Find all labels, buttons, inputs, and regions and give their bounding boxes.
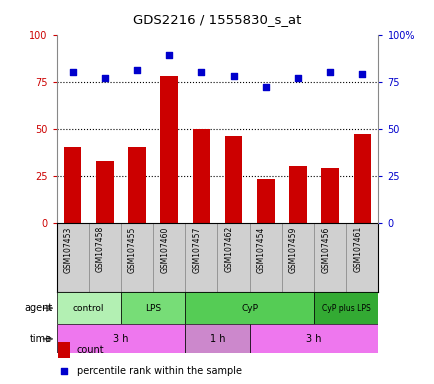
Bar xyxy=(313,223,345,292)
Text: GSM107457: GSM107457 xyxy=(192,226,201,273)
Text: 1 h: 1 h xyxy=(209,334,225,344)
Bar xyxy=(185,223,217,292)
Text: 3 h: 3 h xyxy=(113,334,128,344)
Text: agent: agent xyxy=(24,303,52,313)
Text: GSM107458: GSM107458 xyxy=(95,226,105,272)
Bar xyxy=(128,147,145,223)
Bar xyxy=(249,223,281,292)
Text: GSM107454: GSM107454 xyxy=(256,226,265,273)
Text: control: control xyxy=(73,304,104,313)
Point xyxy=(230,73,237,79)
Bar xyxy=(321,168,338,223)
Bar xyxy=(96,161,113,223)
Text: GSM107459: GSM107459 xyxy=(288,226,297,273)
Text: GDS2216 / 1555830_s_at: GDS2216 / 1555830_s_at xyxy=(133,13,301,26)
Bar xyxy=(56,223,89,292)
Bar xyxy=(281,223,313,292)
Text: percentile rank within the sample: percentile rank within the sample xyxy=(76,366,241,376)
Point xyxy=(197,69,204,75)
Bar xyxy=(224,136,242,223)
Text: 3 h: 3 h xyxy=(306,334,321,344)
Bar xyxy=(56,324,185,353)
Bar xyxy=(185,324,249,353)
Bar xyxy=(313,292,378,324)
Text: GSM107462: GSM107462 xyxy=(224,226,233,272)
Text: CyP: CyP xyxy=(240,304,258,313)
Text: count: count xyxy=(76,345,104,355)
Text: GSM107461: GSM107461 xyxy=(352,226,362,272)
Bar xyxy=(345,223,378,292)
Bar xyxy=(89,223,121,292)
Point xyxy=(101,75,108,81)
Bar xyxy=(353,134,370,223)
Bar xyxy=(64,147,81,223)
Bar xyxy=(121,292,185,324)
Point xyxy=(133,67,140,73)
Text: GSM107460: GSM107460 xyxy=(160,226,169,273)
Point xyxy=(358,71,365,77)
Text: LPS: LPS xyxy=(145,304,161,313)
Text: CyP plus LPS: CyP plus LPS xyxy=(321,304,370,313)
Point xyxy=(294,75,301,81)
Bar xyxy=(289,166,306,223)
Point xyxy=(326,69,333,75)
Text: GSM107456: GSM107456 xyxy=(320,226,329,273)
Bar xyxy=(256,179,274,223)
Bar xyxy=(185,292,313,324)
Bar xyxy=(121,223,153,292)
Bar xyxy=(192,129,210,223)
Bar xyxy=(56,292,121,324)
Bar xyxy=(153,223,185,292)
Point xyxy=(262,84,269,90)
Text: GSM107455: GSM107455 xyxy=(128,226,137,273)
Bar xyxy=(160,76,178,223)
Text: time: time xyxy=(30,334,52,344)
Point xyxy=(69,69,76,75)
Point xyxy=(60,368,67,374)
Bar xyxy=(58,342,70,358)
Point xyxy=(165,52,172,58)
Bar xyxy=(249,324,378,353)
Text: GSM107453: GSM107453 xyxy=(63,226,72,273)
Bar xyxy=(217,223,249,292)
